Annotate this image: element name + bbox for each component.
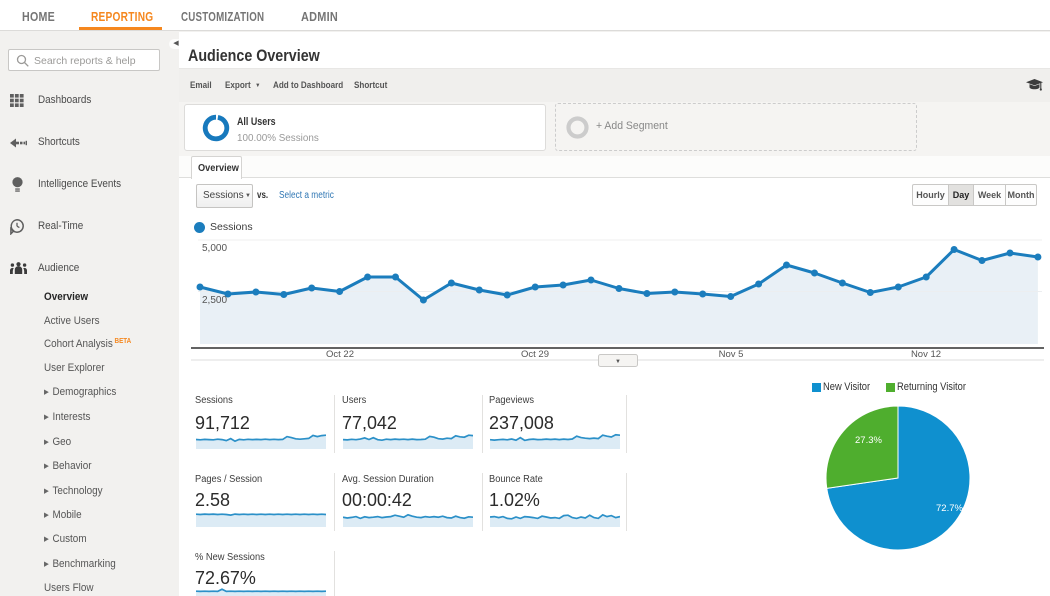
svg-text:5,000: 5,000 (202, 243, 227, 254)
svg-text:Oct 29: Oct 29 (521, 349, 549, 360)
svg-text:▼: ▼ (615, 359, 621, 365)
svg-text:2,500: 2,500 (202, 295, 227, 306)
svg-text:72.7%: 72.7% (936, 503, 963, 514)
svg-text:Oct 22: Oct 22 (326, 349, 354, 360)
svg-text:27.3%: 27.3% (855, 435, 882, 446)
svg-text:Nov 12: Nov 12 (911, 349, 941, 360)
svg-text:Nov 5: Nov 5 (719, 349, 744, 360)
